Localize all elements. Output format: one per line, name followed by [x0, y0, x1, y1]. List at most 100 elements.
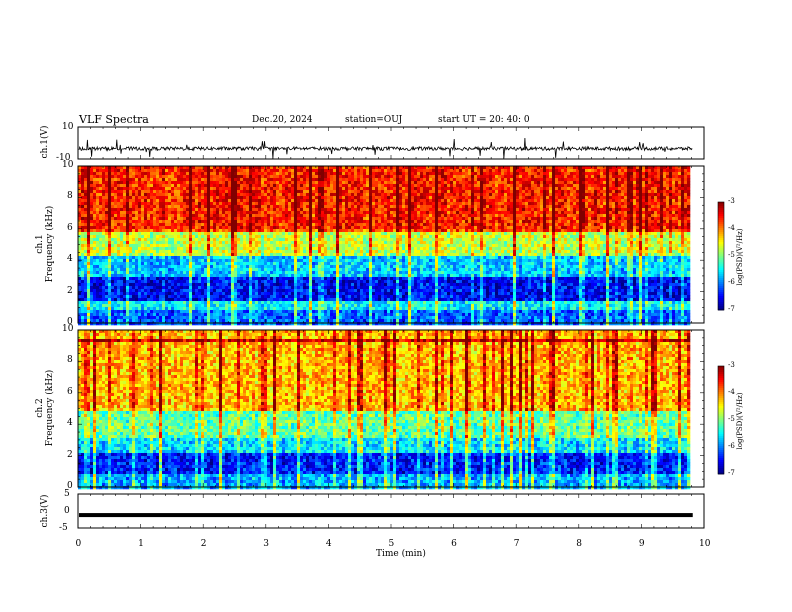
spectrogram-cell — [627, 172, 630, 175]
spectrogram-cell — [144, 196, 147, 199]
spectrogram-cell — [687, 193, 690, 196]
spectrogram-cell — [231, 184, 234, 187]
spectrogram-cell — [81, 178, 84, 181]
spectrogram-cell — [423, 169, 426, 172]
spectrogram-cell — [180, 172, 183, 175]
spectrogram-cell — [114, 202, 117, 205]
spectrogram-cell — [318, 193, 321, 196]
spectrogram-cell — [201, 172, 204, 175]
spectrogram-cell — [285, 196, 288, 199]
spectrogram-cell — [405, 202, 408, 205]
spectrogram-cell — [651, 202, 654, 205]
spectrogram-cell — [573, 187, 576, 190]
spectrogram-cell — [645, 202, 648, 205]
spectrogram-cell — [609, 184, 612, 187]
spectrogram-cell — [666, 199, 669, 202]
spectrogram-cell — [312, 205, 315, 208]
spectrogram-cell — [315, 202, 318, 205]
spectrogram-cell — [150, 181, 153, 184]
spectrogram-cell — [237, 190, 240, 193]
spectrogram-cell — [480, 181, 483, 184]
spectrogram-cell — [468, 181, 471, 184]
spectrogram-cell — [681, 196, 684, 199]
spectrogram-cell — [333, 169, 336, 172]
spectrogram-cell — [417, 172, 420, 175]
spectrogram-cell — [663, 181, 666, 184]
spectrogram-cell — [492, 187, 495, 190]
spectrogram-cell — [660, 169, 663, 172]
spectrogram-cell — [126, 187, 129, 190]
spectrogram-cell — [126, 169, 129, 172]
spectrogram-cell — [111, 172, 114, 175]
spectrogram-cell — [612, 187, 615, 190]
spectrogram-cell — [225, 172, 228, 175]
spectrogram-cell — [495, 190, 498, 193]
spectrogram-cell — [159, 184, 162, 187]
spectrogram-cell — [438, 193, 441, 196]
spectrogram-cell — [420, 184, 423, 187]
spectrogram-cell — [534, 196, 537, 199]
spectrogram-cell — [555, 184, 558, 187]
spectrogram-cell — [390, 184, 393, 187]
spectrogram-cell — [621, 193, 624, 196]
spectrogram-cell — [603, 199, 606, 202]
spectrogram-cell — [657, 184, 660, 187]
spectrogram-cell — [636, 193, 639, 196]
spectrogram-cell — [375, 196, 378, 199]
spectrogram-cell — [354, 187, 357, 190]
spectrogram-cell — [120, 181, 123, 184]
spectrogram-cell — [93, 193, 96, 196]
spectrogram-cell — [327, 190, 330, 193]
spectrogram-cell — [81, 181, 84, 184]
spectrogram-cell — [501, 169, 504, 172]
spectrogram-cell — [99, 199, 102, 202]
spectrogram-cell — [342, 193, 345, 196]
spectrogram-cell — [411, 199, 414, 202]
spectrogram-cell — [216, 193, 219, 196]
spectrogram-cell — [252, 190, 255, 193]
spectrogram-cell — [579, 181, 582, 184]
spectrogram-cell — [225, 205, 228, 208]
spectrogram-cell — [579, 184, 582, 187]
spectrogram-cell — [312, 178, 315, 181]
spectrogram-cell — [288, 184, 291, 187]
spectrogram-cell — [366, 196, 369, 199]
spectrogram-cell — [294, 175, 297, 178]
spectrogram-cell — [537, 187, 540, 190]
spectrogram-cell — [561, 181, 564, 184]
spectrogram-cell — [657, 172, 660, 175]
spectrogram-cell — [234, 187, 237, 190]
spectrogram-cell — [285, 187, 288, 190]
spectrogram-cell — [225, 196, 228, 199]
spectrogram-cell — [303, 187, 306, 190]
spectrogram-cell — [246, 178, 249, 181]
spectrogram-cell — [555, 172, 558, 175]
spectrogram-cell — [612, 199, 615, 202]
spectrogram-cell — [138, 193, 141, 196]
spectrogram-cell — [153, 190, 156, 193]
spectrogram-cell — [471, 187, 474, 190]
spectrogram-cell — [669, 202, 672, 205]
spectrogram-cell — [567, 184, 570, 187]
spectrogram-cell — [660, 181, 663, 184]
spectrogram-cell — [591, 169, 594, 172]
spectrogram-cell — [198, 202, 201, 205]
spectrogram-cell — [474, 199, 477, 202]
spectrogram-cell — [321, 205, 324, 208]
spectrogram-cell — [126, 202, 129, 205]
spectrogram-cell — [504, 187, 507, 190]
spectrogram-cell — [429, 199, 432, 202]
spectrogram-cell — [204, 181, 207, 184]
spectrogram-cell — [342, 181, 345, 184]
spectrogram-cell — [312, 172, 315, 175]
spectrogram-cell — [138, 202, 141, 205]
spectrogram-cell — [330, 169, 333, 172]
spectrogram-cell — [498, 196, 501, 199]
spectrogram-cell — [591, 190, 594, 193]
spectrogram-cell — [162, 184, 165, 187]
spectrogram-cell — [306, 205, 309, 208]
spectrogram-cell — [306, 169, 309, 172]
spectrogram-cell — [465, 181, 468, 184]
spectrogram-cell — [459, 184, 462, 187]
spectrogram-cell — [96, 193, 99, 196]
